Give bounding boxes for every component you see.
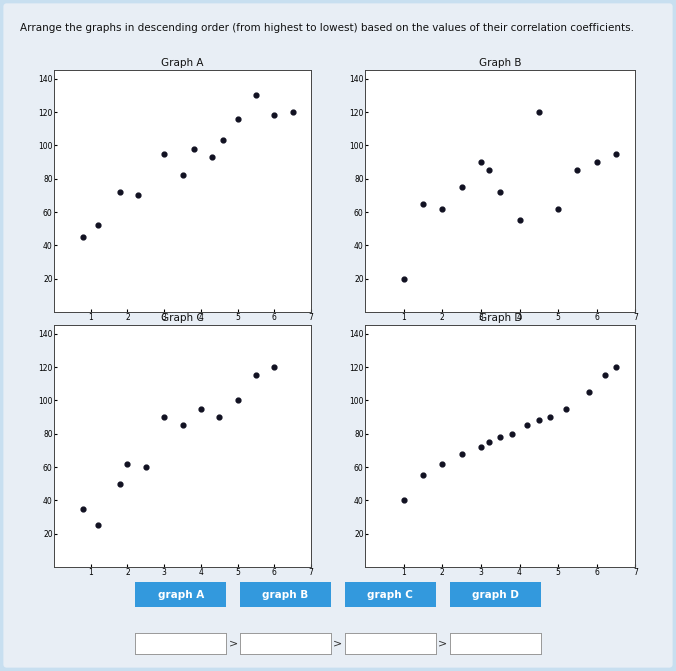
- Point: [483, 165, 494, 176]
- Point: [495, 187, 506, 197]
- Title: Graph B: Graph B: [479, 58, 521, 68]
- Point: [610, 148, 621, 159]
- Point: [553, 203, 564, 214]
- Point: [177, 420, 188, 431]
- Point: [533, 107, 544, 117]
- Point: [141, 462, 151, 472]
- Point: [232, 113, 243, 124]
- Point: [572, 165, 583, 176]
- Title: Graph A: Graph A: [162, 58, 203, 68]
- Point: [269, 362, 280, 372]
- Point: [398, 495, 409, 506]
- Point: [592, 157, 602, 168]
- Point: [418, 470, 429, 480]
- Text: graph A: graph A: [158, 590, 204, 599]
- Point: [133, 190, 144, 201]
- Point: [78, 503, 89, 514]
- Point: [159, 148, 170, 159]
- Point: [251, 370, 262, 380]
- Point: [514, 215, 525, 225]
- Point: [483, 437, 494, 448]
- Text: >: >: [438, 639, 448, 648]
- Point: [93, 220, 103, 231]
- Point: [287, 107, 298, 117]
- Point: [177, 170, 188, 180]
- Point: [214, 412, 224, 423]
- Point: [251, 90, 262, 101]
- Text: graph C: graph C: [368, 590, 413, 599]
- Title: Graph D: Graph D: [479, 313, 522, 323]
- Text: >: >: [333, 639, 343, 648]
- Point: [456, 448, 467, 459]
- Point: [188, 144, 199, 154]
- Point: [495, 431, 506, 442]
- Point: [456, 182, 467, 193]
- Point: [93, 520, 103, 531]
- Point: [437, 203, 448, 214]
- Point: [195, 403, 206, 414]
- Point: [522, 420, 533, 431]
- Point: [232, 395, 243, 406]
- Point: [78, 231, 89, 242]
- Point: [533, 415, 544, 426]
- Point: [418, 199, 429, 209]
- Point: [437, 458, 448, 469]
- Text: graph D: graph D: [472, 590, 518, 599]
- Title: Graph C: Graph C: [161, 313, 204, 323]
- Point: [115, 478, 126, 489]
- Point: [475, 157, 486, 168]
- Text: Arrange the graphs in descending order (from highest to lowest) based on the val: Arrange the graphs in descending order (…: [20, 23, 634, 34]
- Point: [218, 135, 228, 146]
- Point: [206, 152, 217, 162]
- Point: [583, 386, 594, 397]
- Point: [122, 458, 133, 469]
- Point: [115, 187, 126, 197]
- Point: [506, 428, 517, 439]
- Point: [610, 362, 621, 372]
- Point: [560, 403, 571, 414]
- Text: graph B: graph B: [262, 590, 309, 599]
- Point: [269, 110, 280, 121]
- Point: [398, 273, 409, 284]
- Point: [545, 412, 556, 423]
- Text: >: >: [228, 639, 238, 648]
- Point: [475, 442, 486, 452]
- Point: [159, 412, 170, 423]
- Point: [599, 370, 610, 380]
